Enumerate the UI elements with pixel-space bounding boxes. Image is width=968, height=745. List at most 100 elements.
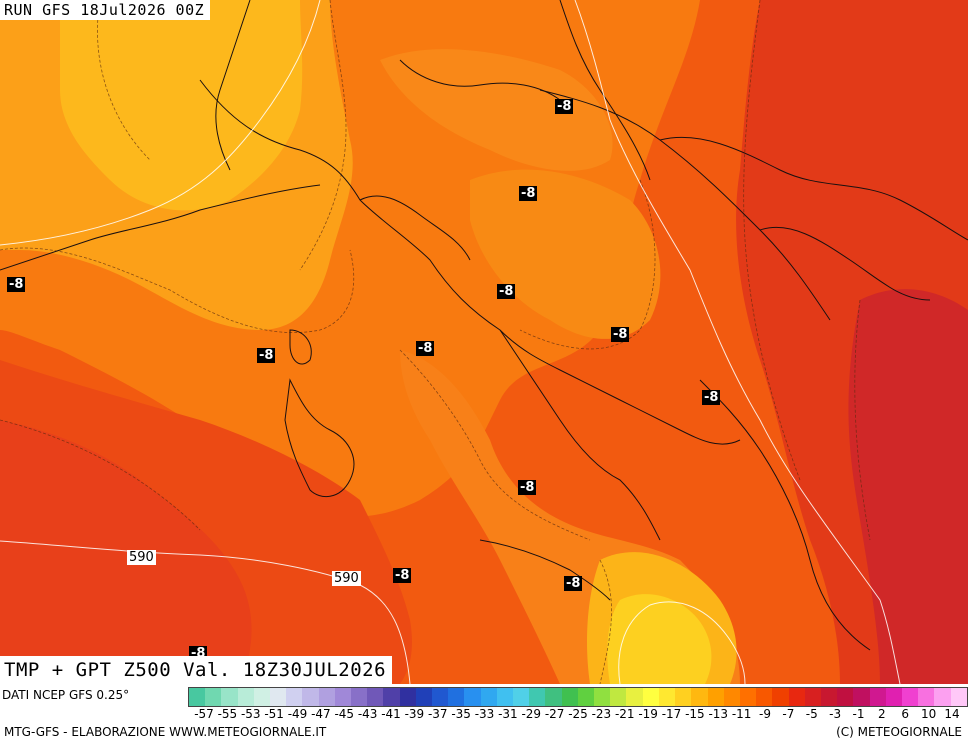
color-swatch xyxy=(432,688,449,706)
scale-tick-label: -11 xyxy=(731,707,752,721)
scale-tick-label: -25 xyxy=(568,707,588,721)
color-swatch xyxy=(610,688,627,706)
color-swatch xyxy=(788,688,805,706)
scale-tick-label: -35 xyxy=(451,707,471,721)
scale-tick-label: -7 xyxy=(782,707,795,721)
footer-copyright: (C) METEOGIORNALE xyxy=(836,725,962,739)
temp-label: -8 xyxy=(611,327,630,342)
color-swatch xyxy=(302,688,319,706)
scale-tick-label: -33 xyxy=(474,707,495,721)
color-swatch xyxy=(885,688,902,706)
temp-label: -8 xyxy=(518,480,537,495)
color-swatch xyxy=(448,688,465,706)
scale-tick-label: -57 xyxy=(194,707,214,721)
color-swatch xyxy=(626,688,643,706)
footer-credit: MTG-GFS - ELABORAZIONE WWW.METEOGIORNALE… xyxy=(4,725,327,739)
color-swatch xyxy=(691,688,708,706)
scale-tick-label: -43 xyxy=(357,707,378,721)
color-swatch xyxy=(658,688,676,706)
scale-tick-label: -21 xyxy=(614,707,635,721)
color-swatch xyxy=(286,688,303,706)
scale-tick-label: 6 xyxy=(901,707,910,721)
gpt-label: 590 xyxy=(127,550,156,565)
color-scale-ticks: -57 -55 -53 -51 -49 -47 -45 -43 -41 -39 -37 -35 -33-… xyxy=(188,707,968,721)
color-scale-bar xyxy=(188,687,968,707)
color-swatch xyxy=(901,688,919,706)
color-swatch xyxy=(804,688,821,706)
temp-label: -8 xyxy=(555,99,574,114)
scale-tick-label: -41 xyxy=(381,707,401,721)
temp-label: -8 xyxy=(393,568,412,583)
scale-tick-label: -51 xyxy=(264,707,284,721)
scale-tick-label: -55 xyxy=(217,707,238,721)
temp-label: -8 xyxy=(257,348,276,363)
scale-tick-label: 10 xyxy=(920,707,937,721)
color-swatch xyxy=(707,688,724,706)
run-header: RUN GFS 18Jul2026 00Z xyxy=(0,0,211,20)
scale-tick-label: -39 xyxy=(404,707,425,721)
color-swatch xyxy=(351,688,368,706)
scale-tick-label: -19 xyxy=(638,707,658,721)
color-swatch xyxy=(675,688,692,706)
temp-label: -8 xyxy=(519,186,538,201)
color-swatch xyxy=(189,688,206,706)
color-swatch xyxy=(270,688,287,706)
scale-tick-label: -47 xyxy=(311,707,331,721)
color-swatch xyxy=(918,688,935,706)
scale-tick-label: -3 xyxy=(829,707,842,721)
temperature-map xyxy=(0,0,968,684)
color-swatch xyxy=(334,688,352,706)
scale-tick-label: -13 xyxy=(708,707,729,721)
scale-tick-label: -37 xyxy=(427,707,448,721)
scale-tick-label: -53 xyxy=(240,707,261,721)
color-swatch xyxy=(561,688,578,706)
scale-tick-label: 14 xyxy=(944,707,960,721)
temp-label: -8 xyxy=(416,341,435,356)
color-swatch xyxy=(464,688,481,706)
map-title: TMP + GPT Z500 Val. 18Z30JUL2026 xyxy=(0,656,393,684)
scale-tick-label: -45 xyxy=(334,707,355,721)
color-swatch xyxy=(480,688,497,706)
color-swatch xyxy=(399,688,416,706)
color-swatch xyxy=(642,688,659,706)
color-swatch xyxy=(367,688,384,706)
scale-tick-label: -49 xyxy=(287,707,308,721)
scale-tick-label: -23 xyxy=(591,707,612,721)
color-swatch xyxy=(237,688,254,706)
temp-label: -8 xyxy=(564,576,583,591)
color-swatch xyxy=(383,688,400,706)
color-swatch xyxy=(820,688,838,706)
scale-tick-label: -5 xyxy=(805,707,818,721)
temp-label: -8 xyxy=(702,390,721,405)
temp-label: -8 xyxy=(7,277,26,292)
scale-tick-label: 2 xyxy=(878,707,886,721)
color-swatch xyxy=(205,688,222,706)
scale-tick-label: -9 xyxy=(759,707,771,721)
color-swatch xyxy=(221,688,238,706)
color-swatch xyxy=(869,688,886,706)
color-swatch xyxy=(772,688,789,706)
color-swatch xyxy=(594,688,611,706)
color-swatch xyxy=(529,688,546,706)
color-swatch xyxy=(577,688,595,706)
scale-tick-label: -27 xyxy=(544,707,565,721)
color-swatch xyxy=(496,688,514,706)
color-swatch xyxy=(837,688,854,706)
color-swatch xyxy=(253,688,271,706)
color-swatch xyxy=(934,688,951,706)
data-source: DATI NCEP GFS 0.25° xyxy=(2,688,130,702)
color-swatch xyxy=(513,688,530,706)
color-swatch xyxy=(756,688,773,706)
temp-label: -8 xyxy=(497,284,516,299)
scale-tick-label: -1 xyxy=(852,707,865,721)
scale-tick-label: -15 xyxy=(685,707,705,721)
color-swatch xyxy=(739,688,757,706)
color-swatch xyxy=(318,688,335,706)
scale-tick-label: -17 xyxy=(661,707,682,721)
scale-tick-label: -31 xyxy=(498,707,518,721)
scale-tick-label: -29 xyxy=(521,707,542,721)
color-swatch xyxy=(545,688,562,706)
color-swatch xyxy=(950,688,967,706)
color-swatch xyxy=(415,688,433,706)
color-swatch xyxy=(723,688,740,706)
